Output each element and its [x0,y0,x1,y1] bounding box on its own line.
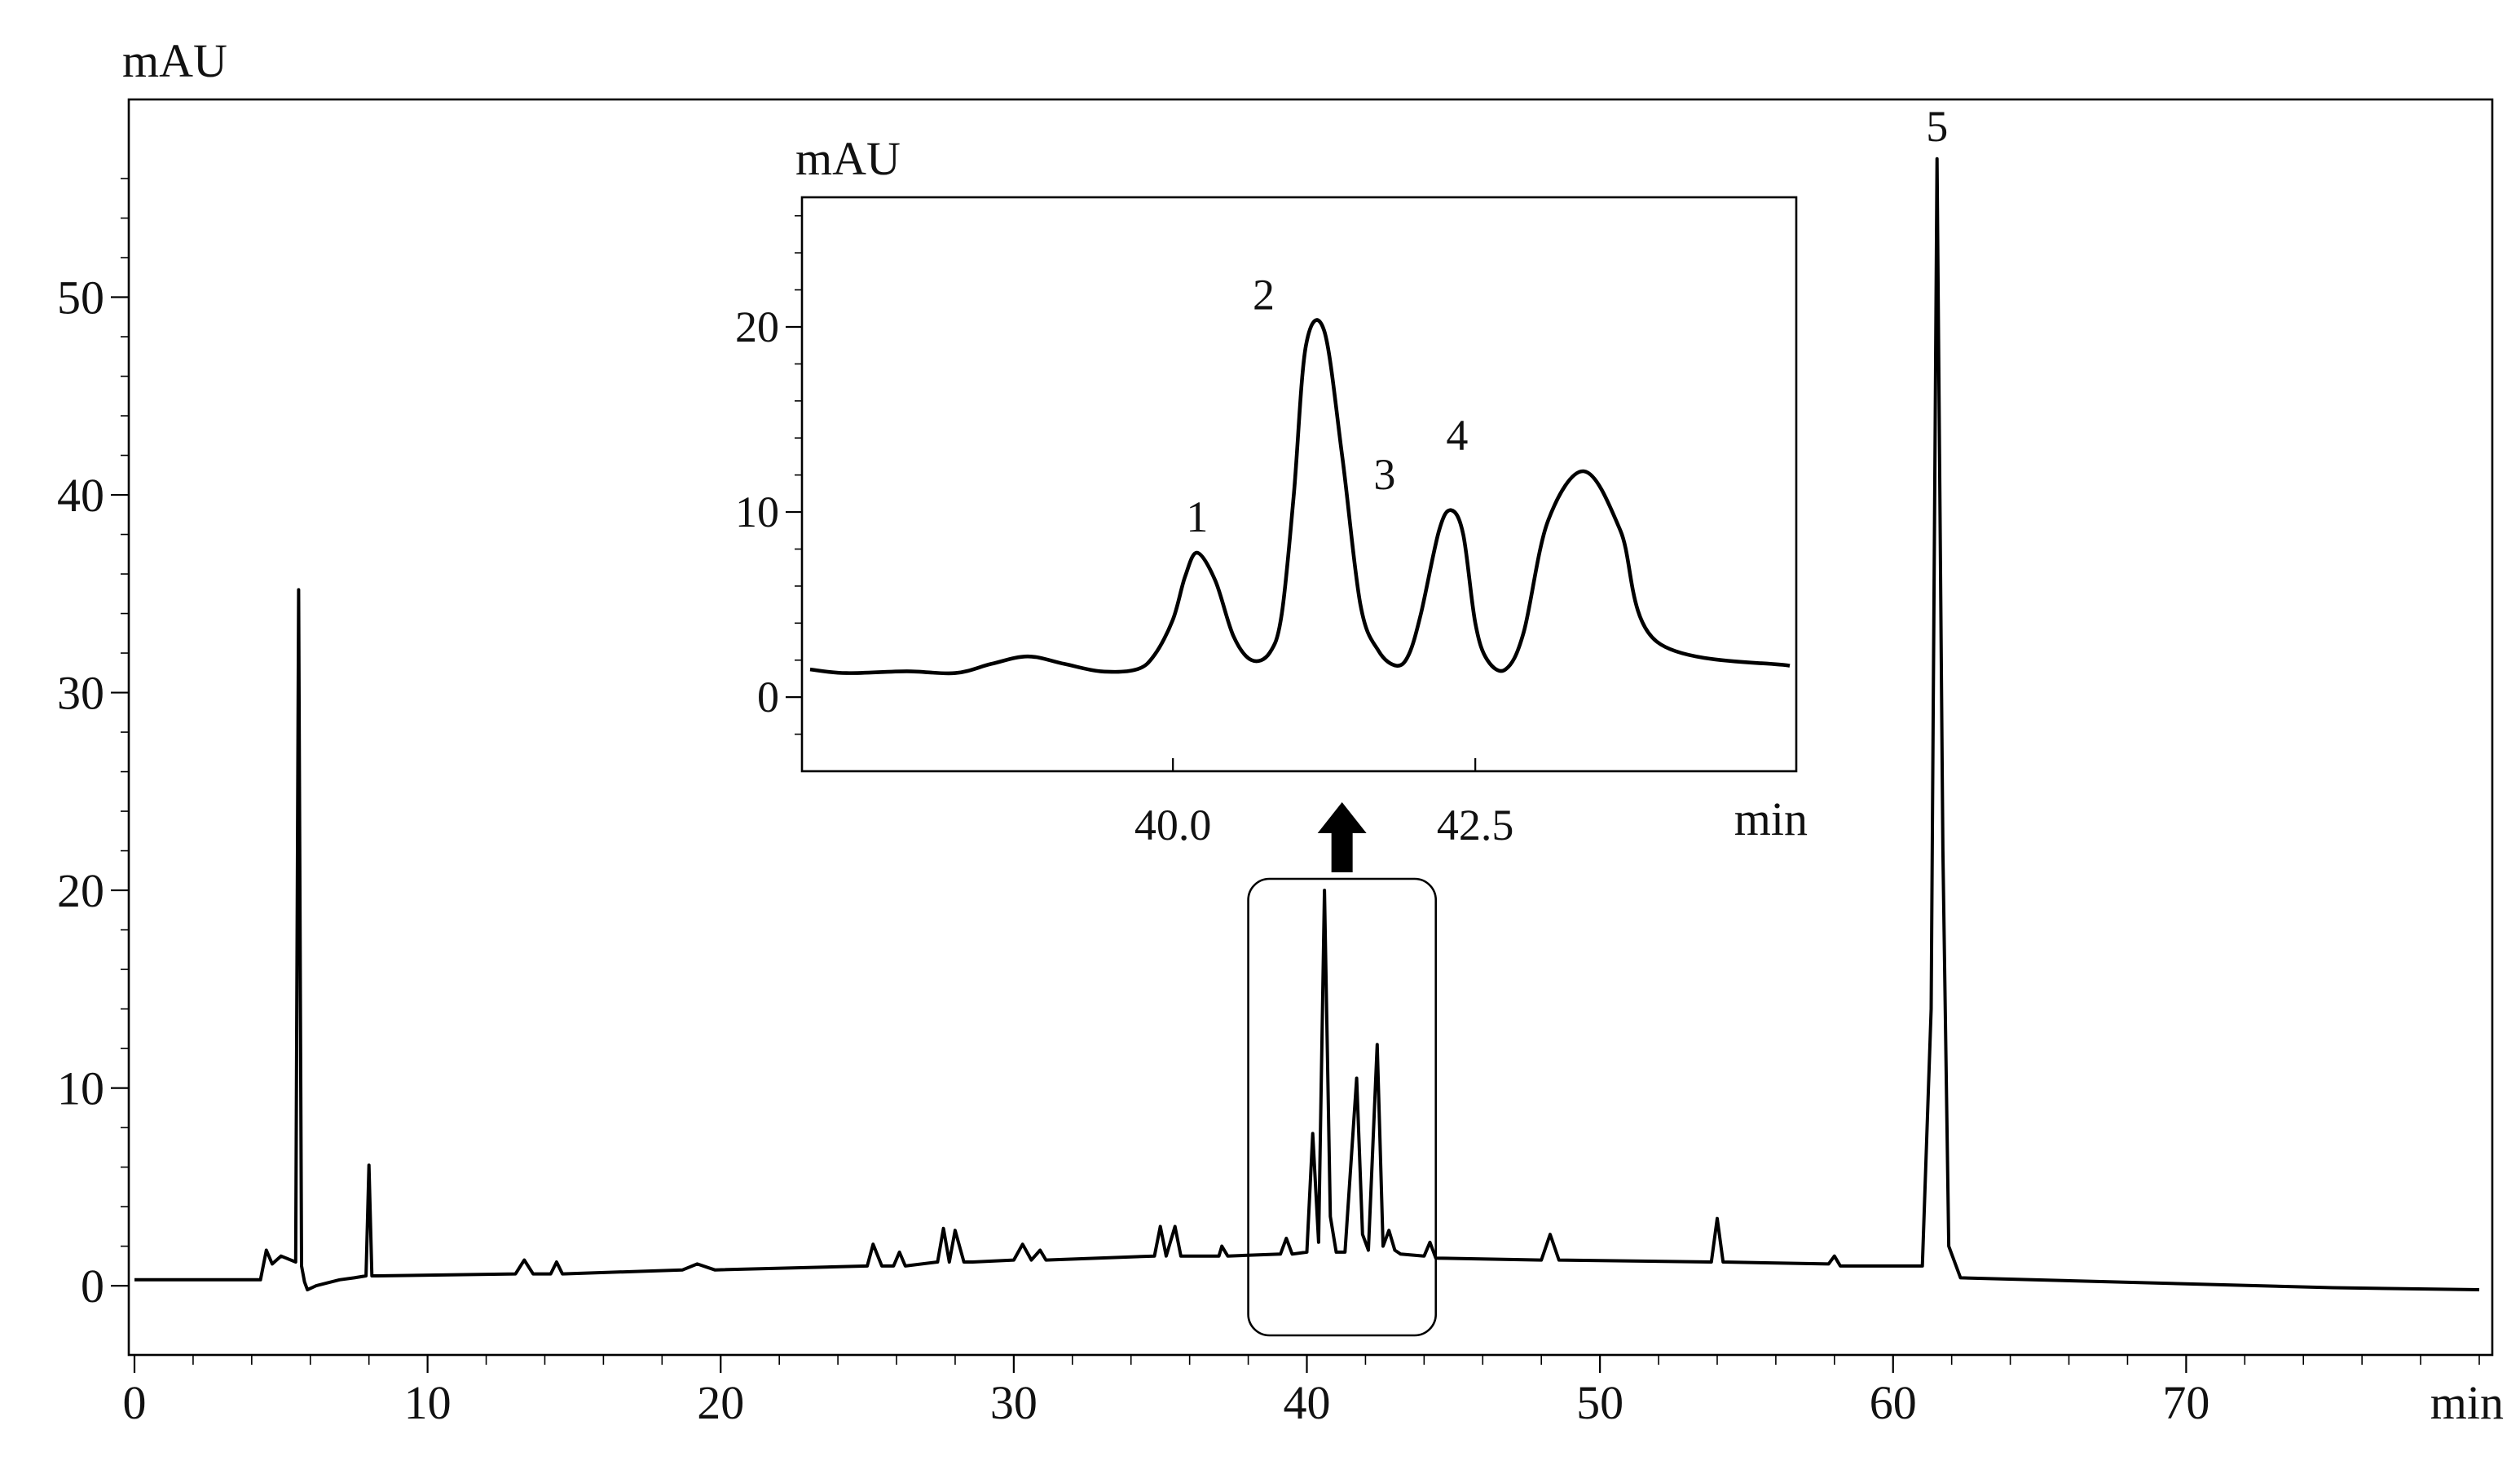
inset-y-tick-label: 20 [735,302,779,351]
inset-x-axis-label: min [1734,792,1808,845]
x-tick-label: 10 [404,1376,452,1429]
y-axis-label: mAU [122,34,227,87]
inset-x-tick-label: 40.0 [1134,801,1212,849]
x-tick-label: 30 [990,1376,1038,1429]
highlight-window-box [1247,877,1438,1337]
y-tick-label: 50 [57,271,104,324]
x-tick-label: 70 [2162,1376,2209,1429]
y-tick-label: 40 [57,469,104,522]
y-tick-label: 10 [57,1062,104,1115]
x-axis-label: min [2430,1376,2504,1429]
inset-peak-label: 4 [1446,411,1468,460]
inset-y-tick-label: 0 [757,673,779,721]
inset-plot: 0 10 20 mAU 40.0 42.5 min 1 2 3 4 [735,132,1808,849]
x-tick-label: 50 [1576,1376,1623,1429]
x-tick-label: 20 [697,1376,744,1429]
x-tick-label: 0 [123,1376,147,1429]
arrow-up-icon [1317,802,1367,833]
inset-peak-label: 1 [1186,492,1208,541]
main-plot-frame [127,98,2494,1357]
inset-peak-label: 2 [1253,271,1275,320]
inset-y-axis-label: mAU [795,132,901,185]
chromatogram-trace [134,157,2480,1291]
y-tick-label: 30 [57,667,104,720]
inset-plot-frame [800,196,1798,773]
arrow-shaft [1331,830,1353,872]
x-tick-label: 40 [1284,1376,1331,1429]
x-tick-label: 60 [1870,1376,1917,1429]
peak-label: 5 [1926,102,1948,151]
inset-y-tick-label: 10 [735,488,779,536]
inset-chromatogram-trace [809,318,1791,676]
inset-x-tick-label: 42.5 [1437,801,1514,849]
inset-peak-label: 3 [1373,450,1395,499]
y-tick-label: 20 [57,864,104,917]
y-tick-label: 0 [81,1260,104,1313]
